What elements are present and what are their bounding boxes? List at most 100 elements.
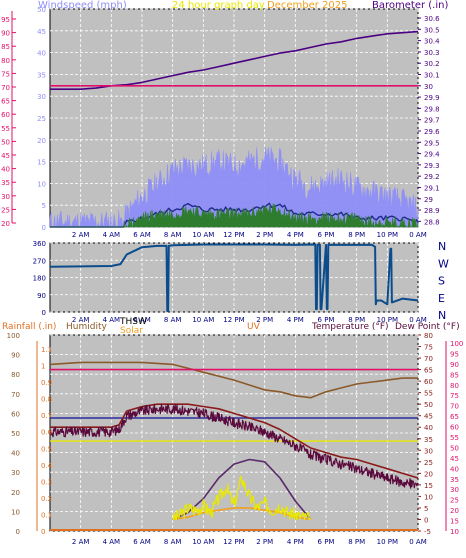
windspeed-tick-label: 20 (37, 137, 46, 145)
pink-right-tick-label: 45 (450, 455, 459, 463)
direction-x-tick-label: 6 AM (133, 316, 151, 324)
pink-right-tick-label: 65 (450, 413, 459, 421)
humidity-line (49, 361, 418, 399)
temperature-tick-label: 10 (424, 493, 433, 501)
direction-tick-label: 0 (42, 309, 46, 317)
direction-tick-label: 270 (33, 257, 46, 265)
temperature-tick-label: 20 (424, 470, 433, 478)
pink-axis-tick-label: 80 (1, 57, 10, 65)
barometer-tick-label: 28.8 (424, 218, 440, 226)
temperature-axis-title: Temperature (°F) (311, 322, 389, 332)
windspeed-tick-label: 0 (42, 224, 46, 232)
wind-x-tick-label: 8 PM (348, 231, 365, 239)
barometer-axis-title: Barometer (.in) (372, 0, 448, 11)
graph-date: December 2025 (267, 0, 347, 11)
temperature-x-tick-label: 6 PM (318, 538, 335, 546)
pink-right-tick-label: 55 (450, 434, 459, 442)
pink-right-tick-label: 50 (450, 444, 459, 452)
temperature-tick-label: 45 (424, 413, 433, 421)
rainfall-tick-label: 0 (41, 528, 45, 536)
temperature-x-tick-label: 2 PM (256, 538, 273, 546)
direction-x-tick-label: 10 AM (192, 316, 214, 324)
wind-x-tick-label: 12 PM (223, 231, 244, 239)
pink-right-tick-label: 30 (450, 486, 459, 494)
pink-axis-tick-label: 95 (1, 16, 10, 24)
wind-direction-line (49, 243, 419, 312)
wind-x-tick-label: 0 AM (409, 231, 427, 239)
pink-axis-tick-label: 55 (1, 125, 10, 133)
temperature-x-tick-label: 8 AM (164, 538, 182, 546)
windspeed-tick-label: 25 (37, 115, 46, 123)
wind-x-tick-label: 10 PM (377, 231, 398, 239)
pink-right-tick-label: 95 (450, 350, 459, 358)
barometer-tick-label: 30.3 (424, 49, 440, 57)
temperature-tick-label: 0 (424, 516, 428, 524)
wind-x-tick-label: 6 PM (318, 231, 335, 239)
temperature-x-tick-label: 12 PM (223, 538, 244, 546)
pink-right-tick-label: 70 (450, 403, 459, 411)
pink-axis-tick-label: 90 (1, 30, 10, 38)
direction-x-tick-label: 2 PM (256, 316, 273, 324)
pink-right-tick-label: 60 (450, 424, 459, 432)
temperature-tick-label: -5 (424, 528, 431, 536)
pink-right-tick-label: 35 (450, 476, 459, 484)
rainfall-tick-label: 0.6 (41, 429, 53, 437)
rainfall-tick-label: 0.1 (41, 511, 52, 519)
temperature-tick-label: 65 (424, 367, 433, 375)
windspeed-tick-label: 40 (37, 50, 46, 58)
humidity-tick-label: 50 (11, 430, 20, 438)
direction-tick-label: 360 (33, 240, 46, 248)
pink-axis-tick-label: 70 (1, 84, 10, 92)
barometer-tick-label: 29.5 (424, 139, 440, 147)
wind-x-tick-label: 6 AM (133, 231, 151, 239)
direction-x-tick-label: 0 AM (409, 316, 427, 324)
windspeed-tick-label: 45 (37, 28, 46, 36)
compass-label: N (438, 240, 446, 253)
humidity-tick-label: 10 (11, 508, 20, 516)
humidity-tick-label: 90 (11, 352, 20, 360)
pink-right-tick-label: 90 (450, 361, 459, 369)
barometer-tick-label: 30 (424, 83, 433, 91)
barometer-tick-label: 29.1 (424, 184, 440, 192)
barometer-tick-label: 30.4 (424, 38, 440, 46)
barometer-tick-label: 30.5 (424, 26, 440, 34)
barometer-tick-label: 29.7 (424, 117, 440, 125)
wind-x-tick-label: 4 AM (103, 231, 121, 239)
barometer-tick-label: 29.6 (424, 128, 440, 136)
wind-x-tick-label: 8 AM (164, 231, 182, 239)
temperature-panel (36, 334, 447, 532)
rainfall-tick-label: 0.5 (41, 445, 52, 453)
windspeed-tick-label: 30 (37, 93, 46, 101)
pink-right-tick-label: 80 (450, 382, 459, 390)
temperature-tick-label: 40 (424, 424, 433, 432)
rainfall-tick-label: 1 (41, 363, 45, 371)
direction-x-tick-label: 6 PM (318, 316, 335, 324)
temperature-x-tick-label: 6 AM (133, 538, 151, 546)
temperature-x-tick-label: 10 PM (377, 538, 398, 546)
windspeed-tick-label: 5 (42, 202, 46, 210)
direction-x-tick-label: 8 AM (164, 316, 182, 324)
barometer-tick-label: 28.9 (424, 207, 440, 215)
humidity-tick-label: 0 (16, 528, 20, 536)
pink-axis-tick-label: 25 (1, 206, 10, 214)
pink-right-tick-label: 20 (450, 507, 459, 515)
thsw-line (50, 403, 419, 479)
pink-axis-tick-label: 20 (1, 220, 10, 228)
windspeed-axis-title: Windspeed (mph) (38, 0, 127, 11)
rainfall-tick-label: 0.7 (41, 412, 52, 420)
wind-speed-area (50, 203, 419, 228)
humidity-tick-label: 60 (11, 410, 20, 418)
pink-right-tick-label: 15 (450, 518, 459, 526)
compass-label: W (438, 257, 449, 270)
pink-axis-tick-label: 85 (1, 43, 10, 51)
pink-axis-tick-label: 50 (1, 138, 10, 146)
pink-axis-tick-label: 45 (1, 152, 10, 160)
pink-axis-tick-label: 35 (1, 179, 10, 187)
wind-x-tick-label: 2 PM (256, 231, 273, 239)
temperature-tick-label: 25 (424, 459, 433, 467)
barometer-tick-label: 30.1 (424, 72, 440, 80)
thsw-axis-title: THSW (119, 317, 147, 327)
dew-point-axis-title: Dew Point (°F) (395, 322, 460, 332)
windspeed-tick-label: 50 (37, 6, 46, 14)
solar-axis-title: Solar (120, 326, 143, 336)
